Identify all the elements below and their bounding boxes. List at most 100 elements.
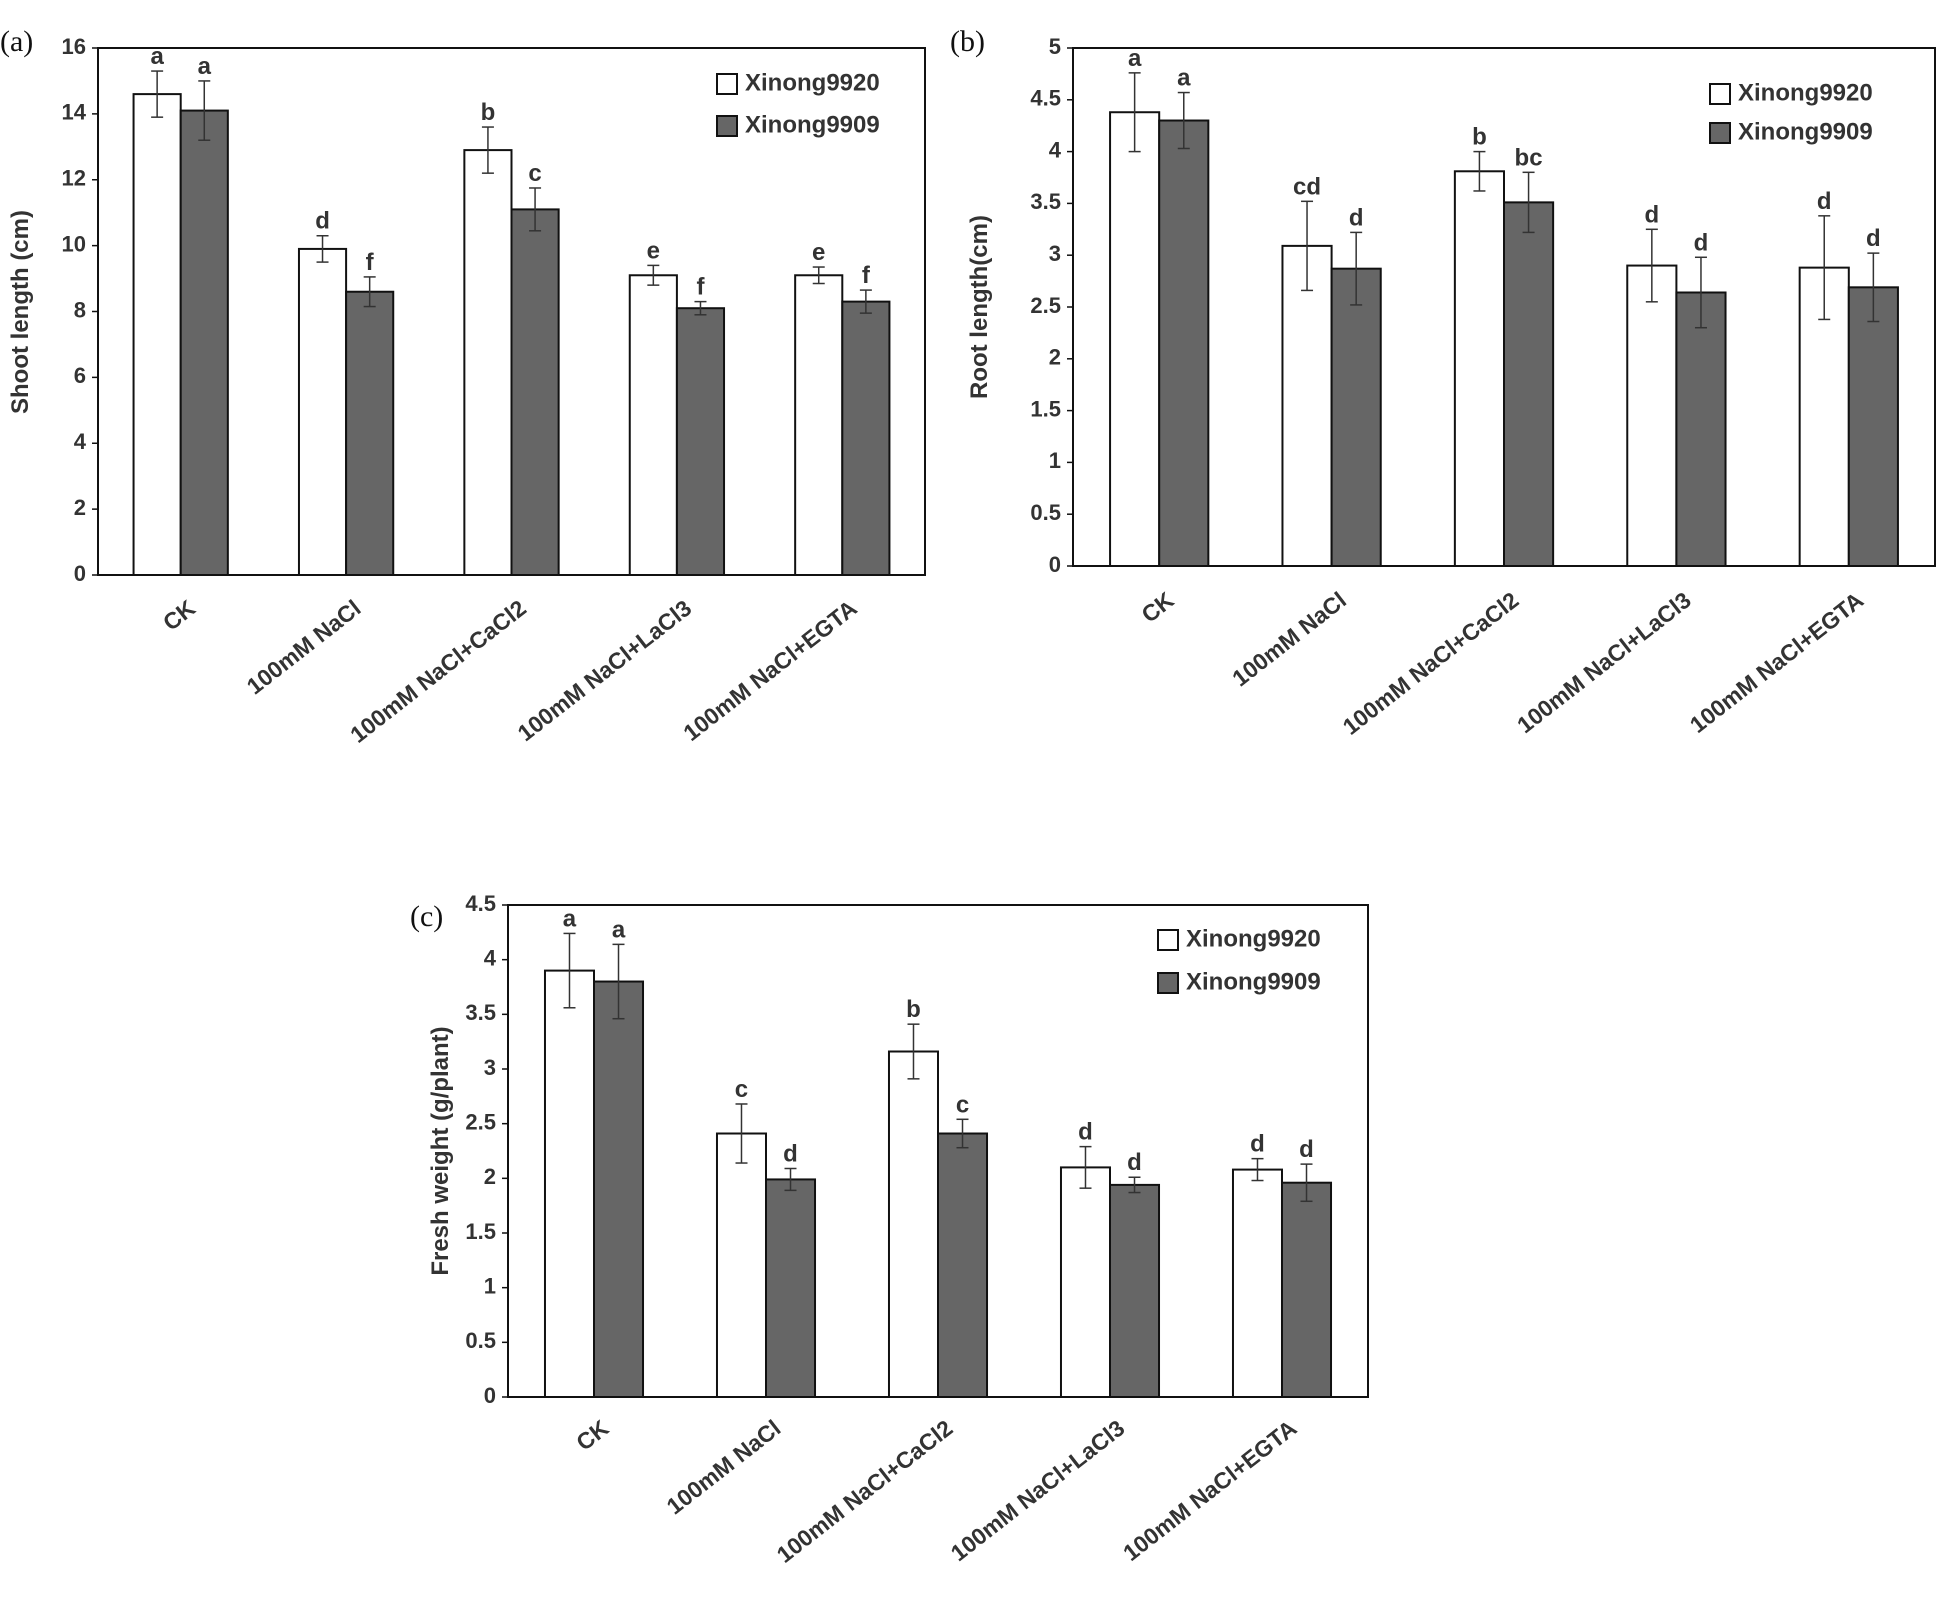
significance-letter: e [812, 239, 825, 266]
legend-swatch [716, 73, 738, 95]
significance-letter: b [481, 99, 496, 126]
x-category-label: 100mM NaCl+LaCl3 [513, 595, 697, 747]
x-category-label: 100mM NaCl+EGTA [678, 595, 861, 746]
y-axis-label: Fresh weight (g/plant) [427, 1026, 454, 1275]
bar-xinong9909 [1503, 201, 1555, 567]
bar-xinong9920 [1626, 264, 1678, 567]
significance-letter: a [612, 916, 626, 943]
x-category-label: 100mM NaCl+EGTA [1685, 587, 1868, 738]
y-tick-label: 0.5 [465, 1328, 496, 1353]
significance-letter: d [1817, 188, 1832, 215]
y-tick-label: 4 [484, 945, 497, 970]
plot-area-frame [507, 904, 1369, 1398]
y-tick-label: 0 [74, 561, 86, 586]
significance-letter: cd [1293, 173, 1321, 200]
x-category-label: CK [1136, 586, 1178, 627]
bar-xinong9909 [1281, 1181, 1333, 1398]
bar-xinong9909 [765, 1178, 817, 1398]
significance-letter: a [563, 905, 577, 932]
bar-xinong9909 [593, 980, 645, 1398]
legend-swatch [716, 115, 738, 137]
legend-swatch [1157, 972, 1179, 994]
y-tick-label: 4.5 [1030, 86, 1061, 111]
significance-letter: d [1250, 1131, 1265, 1158]
legend-label: Xinong9920 [1186, 925, 1321, 952]
y-tick-label: 3 [484, 1055, 496, 1080]
significance-letter: d [1349, 204, 1364, 231]
y-axis-label: Root length(cm) [966, 215, 993, 399]
significance-letter: d [783, 1140, 798, 1167]
panel-c-fresh-weight: (c) Fresh weight (g/plant) 0 0.5 1 1.5 2 2.5 3 3.… [410, 891, 1369, 1568]
significance-letter: c [528, 160, 541, 187]
bar-xinong9920 [715, 1132, 767, 1399]
panel-label: (c) [410, 900, 443, 933]
y-tick-label: 12 [62, 166, 86, 191]
legend-swatch [1709, 122, 1731, 144]
plot-area-frame [97, 47, 926, 576]
significance-letter: d [1644, 201, 1659, 228]
bar-xinong9920 [132, 93, 182, 577]
y-tick-label: 6 [74, 363, 86, 388]
y-tick-label: 14 [62, 100, 87, 125]
y-tick-label: 4 [74, 429, 87, 454]
bar-xinong9920 [297, 247, 348, 576]
x-category-label: CK [158, 594, 200, 635]
y-tick-label: 5 [1049, 34, 1061, 59]
significance-letter: a [198, 53, 212, 80]
bar-xinong9909 [1330, 267, 1382, 567]
y-tick-label: 1 [1049, 448, 1061, 473]
y-tick-label: 10 [62, 231, 86, 256]
y-axis-label: Shoot length (cm) [7, 210, 34, 414]
x-category-label: 100mM NaCl+LaCl3 [1512, 587, 1696, 739]
bar-xinong9909 [937, 1132, 989, 1399]
significance-letter: a [150, 43, 164, 70]
legend-label: Xinong9909 [1186, 968, 1321, 995]
y-tick-label: 3.5 [465, 1000, 496, 1025]
significance-letter: d [315, 208, 330, 235]
x-category-label: 100mM NaCl [242, 595, 366, 700]
significance-letter: d [1694, 229, 1709, 256]
bar-xinong9920 [1059, 1166, 1111, 1399]
bar-xinong9920 [1109, 111, 1161, 568]
panel-label: (b) [950, 25, 985, 58]
x-category-label: 100mM NaCl+CaCl2 [345, 595, 531, 748]
x-category-label: 100mM NaCl [662, 1415, 786, 1520]
bar-xinong9909 [1109, 1183, 1161, 1398]
bar-xinong9920 [1453, 170, 1505, 567]
significance-letter: a [1177, 65, 1191, 92]
significance-letter: a [1128, 45, 1142, 72]
y-tick-label: 2 [74, 495, 86, 520]
significance-letter: d [1866, 225, 1881, 252]
bar-xinong9909 [675, 307, 726, 576]
legend-label: Xinong9920 [1738, 79, 1873, 106]
y-tick-label: 3.5 [1030, 189, 1061, 214]
bar-xinong9909 [1675, 291, 1727, 567]
y-tick-label: 2.5 [1030, 293, 1061, 318]
bar-xinong9920 [794, 274, 844, 576]
plot-area-frame [1072, 47, 1936, 567]
bar-xinong9909 [1158, 119, 1210, 568]
y-tick-label: 3 [1049, 241, 1061, 266]
x-category-label: 100mM NaCl [1227, 587, 1351, 692]
significance-letter: f [366, 249, 375, 276]
y-tick-label: 1 [484, 1273, 496, 1298]
x-category-label: 100mM NaCl+LaCl3 [946, 1415, 1130, 1567]
y-tick-label: 8 [74, 297, 86, 322]
y-tick-label: 4 [1049, 137, 1062, 162]
bar-xinong9920 [628, 274, 678, 576]
legend-label: Xinong9909 [745, 111, 880, 138]
significance-letter: e [647, 237, 660, 264]
significance-letter: d [1299, 1136, 1314, 1163]
significance-letter: bc [1515, 144, 1543, 171]
bar-xinong9909 [179, 109, 229, 577]
bar-xinong9920 [1231, 1168, 1283, 1398]
y-tick-label: 2 [1049, 345, 1061, 370]
bar-xinong9920 [543, 969, 595, 1398]
y-tick-label: 1.5 [1030, 396, 1061, 421]
y-tick-label: 2.5 [465, 1109, 496, 1134]
significance-letter: d [1078, 1119, 1093, 1146]
legend-swatch [1709, 83, 1731, 105]
x-category-label: 100mM NaCl+EGTA [1118, 1415, 1301, 1566]
y-tick-label: 1.5 [465, 1219, 496, 1244]
